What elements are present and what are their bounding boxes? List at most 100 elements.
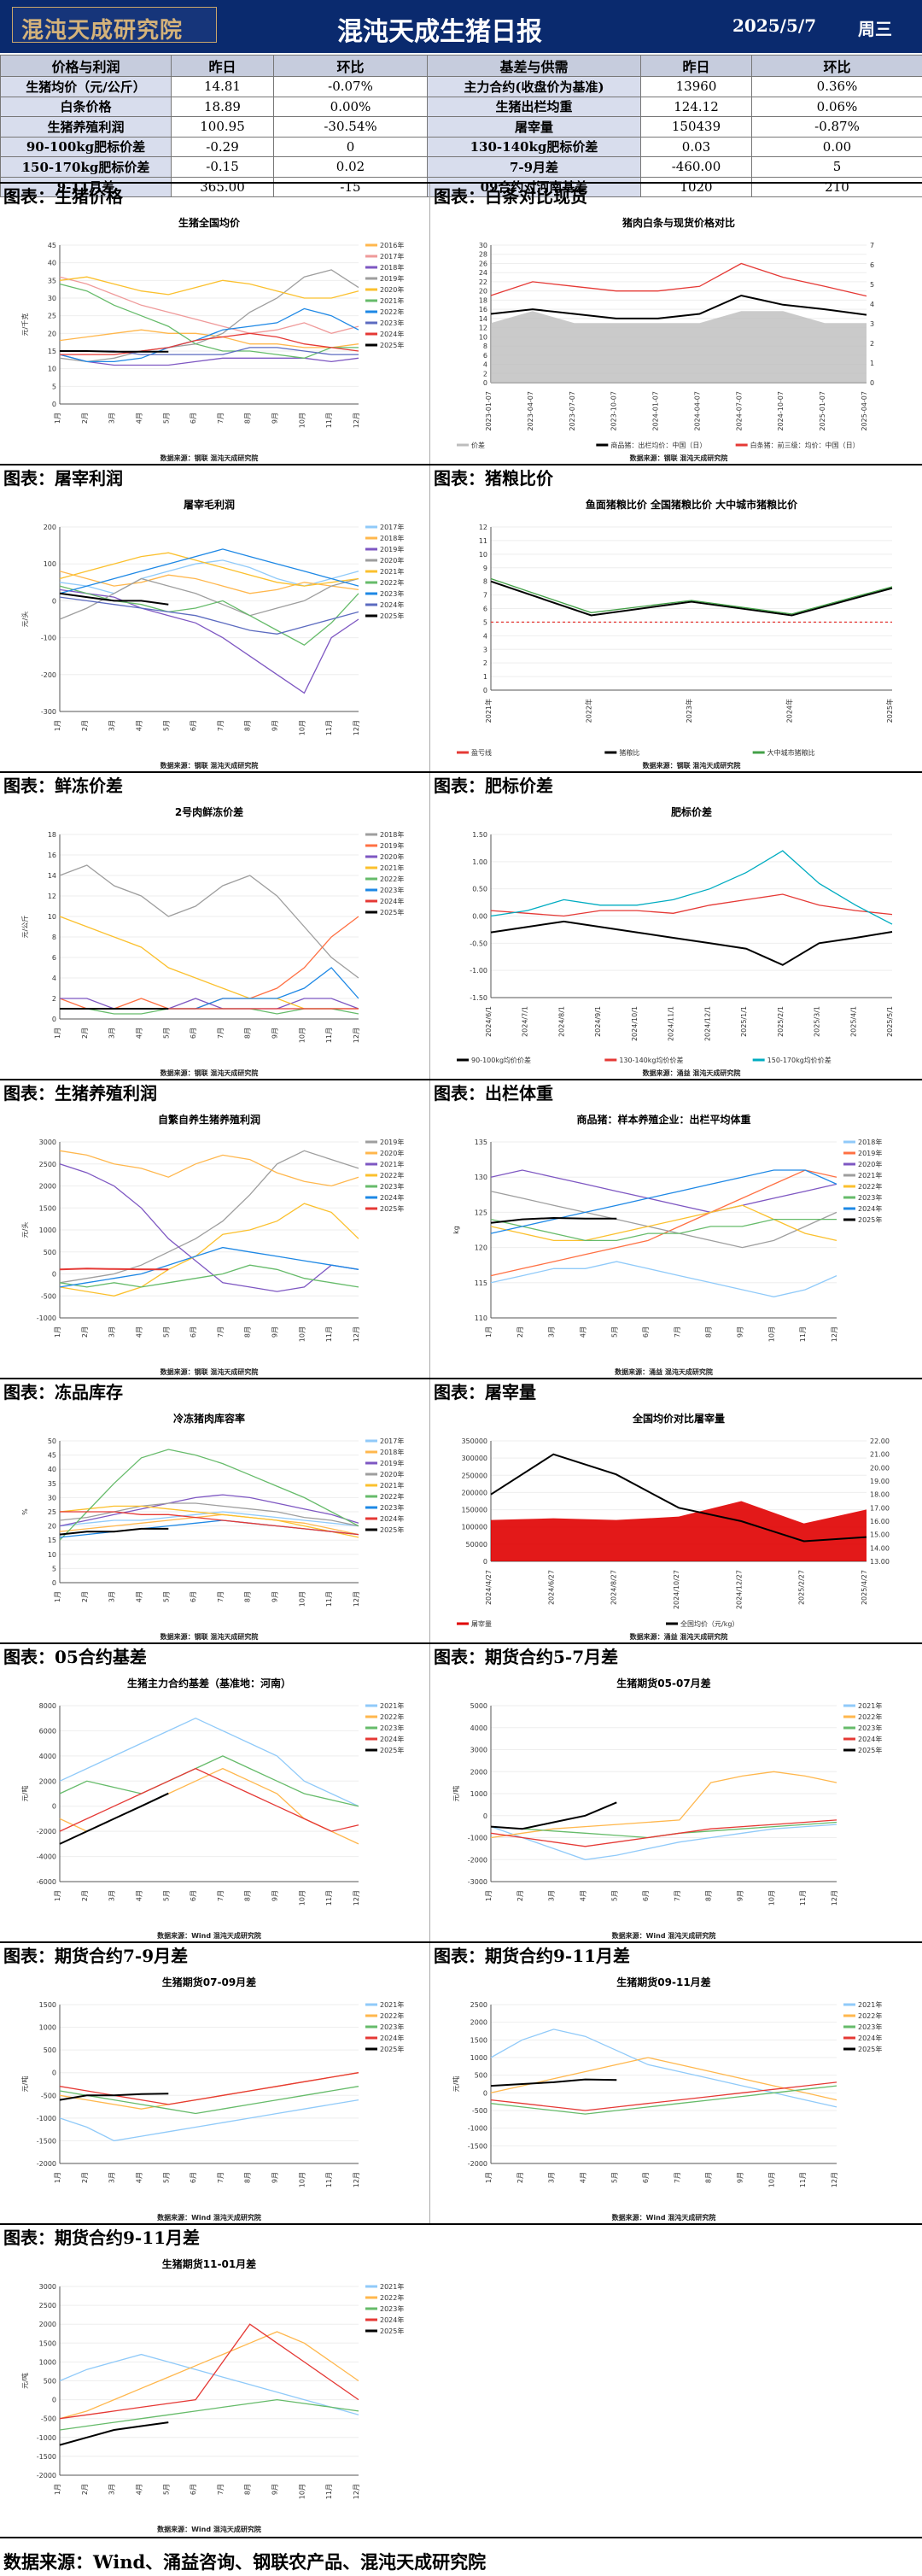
legend-label: 2025年 — [380, 341, 404, 349]
x-tick-label: 12月 — [831, 1326, 838, 1342]
y-tick-label: -1000 — [37, 2115, 56, 2122]
series-line — [490, 1819, 837, 1847]
legend-label: 2025年 — [380, 1204, 404, 1213]
y-tick-label: 5000 — [470, 1702, 487, 1710]
series-line — [59, 1163, 359, 1292]
section-title: 图表：鲜冻价差 — [3, 776, 123, 796]
x-tick-label: 9月 — [737, 1326, 744, 1338]
y-tick-label: 0 — [483, 1812, 487, 1820]
legend-label: 2022年 — [858, 2011, 882, 2020]
x-tick-label: 9月 — [271, 2172, 279, 2183]
chart: 生猪全国均价 0 5 10 15 20 25 30 35 40 45 元/千克 1月 2月 3月 4月 5月 6月… — [20, 216, 404, 462]
chart-title: 肥标价差 — [671, 805, 712, 818]
y-tick-label: 150000 — [461, 1507, 487, 1514]
x-tick-label: 3月 — [548, 1890, 556, 1901]
y-tick-label: 0 — [52, 1803, 56, 1811]
x-tick-label: 2月 — [81, 2172, 89, 2183]
x-tick-label: 8月 — [244, 2172, 252, 2183]
report-title: 混沌天成生猪日报 — [337, 17, 542, 47]
legend-label: 2021年 — [380, 1481, 404, 1490]
chart-title: 冷冻猪肉库容率 — [173, 1412, 245, 1425]
series-line — [490, 2029, 837, 2108]
series-line — [59, 2086, 359, 2115]
x-tick-label: 2025/4/27 — [861, 1570, 868, 1605]
y2-tick-label: 7 — [870, 242, 874, 249]
chart-source: 数据来源：Wind 混沌天成研究院 — [612, 2213, 716, 2222]
y-tick-label: -2000 — [468, 2160, 487, 2168]
y-tick-label: 8 — [52, 934, 56, 941]
legend-label: 2021年 — [380, 1160, 404, 1168]
y-tick-label: 2000 — [470, 1768, 487, 1776]
col-header: 昨日 — [171, 55, 274, 77]
y-tick-label: 5 — [52, 383, 56, 390]
chart-title: 猪肉白条与现货价格对比 — [621, 216, 735, 229]
x-tick-label: 2024-01-07 — [652, 391, 660, 431]
series-line — [59, 588, 359, 694]
x-tick-label: 10月 — [767, 1890, 775, 1906]
y-tick-label: -1000 — [468, 1835, 487, 1842]
legend-label: 2019年 — [380, 1138, 404, 1146]
cell-value: 13960 — [640, 76, 752, 97]
series-area — [491, 311, 867, 383]
col-header: 基差与供需 — [427, 55, 641, 77]
cell-value: 5 — [751, 156, 922, 178]
legend-label: 2021年 — [380, 567, 404, 576]
y-tick-label: 10 — [48, 913, 56, 921]
row-label: 白条价格 — [0, 96, 172, 117]
x-tick-label: 2025/2/27 — [798, 1570, 806, 1605]
y-tick-label: 5 — [52, 1565, 56, 1572]
x-tick-label: 4月 — [579, 1890, 586, 1901]
section-divider — [0, 1941, 922, 1943]
chart-source: 数据来源：钢联 混沌天成研究院 — [643, 761, 741, 770]
chart-title: 生猪全国均价 — [178, 216, 241, 229]
legend-label: 2019年 — [380, 1459, 404, 1467]
chart-source: 数据来源：钢联 混沌天成研究院 — [160, 1367, 259, 1376]
y-tick-label: -1.00 — [470, 967, 487, 975]
y-tick-label: 20 — [48, 330, 56, 337]
legend-label: 2021年 — [380, 864, 404, 872]
series-line — [59, 2331, 359, 2420]
legend-label: 2021年 — [858, 2000, 882, 2009]
chart: 2号肉鲜冻价差 0 2 4 6 8 10 12 14 16 18 元/公斤 1月 2月 3月 4月 5月 6月 7月… — [20, 805, 404, 1077]
series-line — [490, 577, 893, 615]
chart: 生猪期货07-09月差 -2000 -1500 -1000 -500 0 500 1000 15… — [20, 1976, 404, 2222]
cell-value: -15 — [273, 176, 428, 197]
y-tick-label: 4 — [52, 975, 56, 982]
chart: 冷冻猪肉库容率 0 5 10 15 20 25 30 35 40 45 50% 1月 2月 3月 4月 5月 6月… — [21, 1412, 404, 1641]
y-tick-label: 500 — [475, 2072, 487, 2080]
y-tick-label: 100 — [44, 560, 56, 568]
x-tick-label: 7月 — [674, 2172, 681, 2183]
x-tick-label: 2023-04-07 — [527, 391, 534, 431]
y-axis-label: 元/头 — [20, 612, 29, 628]
x-tick-label: 2024/9/1 — [594, 1006, 602, 1037]
y-tick-label: 35 — [48, 277, 56, 284]
legend-label: 2019年 — [380, 545, 404, 553]
x-tick-label: 2025/5/1 — [886, 1006, 894, 1037]
column-divider — [429, 1379, 430, 1644]
y-tick-label: 3 — [483, 646, 487, 653]
series-line — [490, 2078, 617, 2087]
row-label: 130-140kg肥标价差 — [427, 136, 641, 157]
y-tick-label: 6 — [483, 352, 487, 360]
y-tick-label: 10 — [48, 1551, 56, 1559]
y-tick-label: -500 — [41, 2092, 56, 2099]
y-tick-label: 45 — [48, 1452, 56, 1460]
x-tick-label: 8月 — [244, 413, 252, 424]
y-tick-label: 2500 — [39, 1161, 56, 1168]
y-tick-label: 4 — [483, 361, 487, 369]
y-tick-label: 1500 — [39, 2339, 56, 2347]
x-tick-label: 1月 — [54, 1591, 61, 1602]
x-tick-label: 4月 — [135, 1591, 143, 1602]
x-tick-label: 2025-04-07 — [861, 391, 868, 431]
series-line — [490, 2057, 837, 2101]
series-line — [59, 1264, 359, 1288]
legend-label: 2023年 — [380, 1503, 404, 1512]
y-tick-label: 0 — [52, 597, 56, 605]
cell-value: 18.89 — [171, 96, 274, 117]
y-tick-label: 4000 — [39, 1753, 56, 1760]
x-tick-label: 2025/3/1 — [814, 1006, 821, 1037]
series-line — [59, 1755, 359, 1807]
legend-label: 2024年 — [380, 2315, 404, 2324]
series-line — [490, 1453, 867, 1543]
legend-label: 2021年 — [380, 296, 404, 305]
